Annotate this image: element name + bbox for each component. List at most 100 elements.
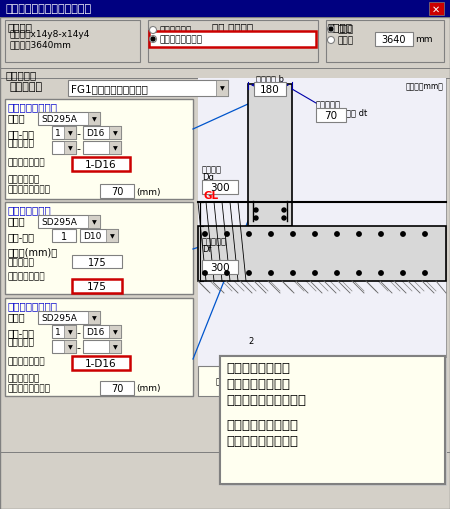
Circle shape [328,38,334,44]
Text: ピッチ(mm)：: ピッチ(mm)： [8,246,58,257]
Text: (mm): (mm) [136,384,161,393]
Circle shape [423,232,427,237]
Text: 1-D16: 1-D16 [85,160,117,169]
Bar [0,0,450,18]
Bar [83,127,121,140]
Bar [72,158,130,172]
Bar [202,181,238,194]
Bar [64,341,76,353]
Bar [429,3,444,16]
Bar [109,127,121,140]
Bar [216,81,228,97]
Text: ▼: ▼ [92,316,96,320]
Text: 175: 175 [88,257,106,267]
Bar [100,381,134,395]
Text: ▼: ▼ [112,344,117,349]
Bar [83,142,121,155]
Text: -: - [76,144,80,154]
Bar [254,83,286,97]
Text: SD295A: SD295A [41,115,77,124]
Bar [72,279,122,293]
Text: 種類：: 種類： [8,216,26,225]
Circle shape [423,271,427,276]
Text: D10: D10 [83,232,101,241]
Circle shape [225,232,229,237]
Circle shape [401,271,405,276]
Text: キャンセル: キャンセル [392,463,423,473]
Circle shape [149,37,157,43]
Text: 水: 水 [248,366,252,375]
Circle shape [401,232,405,237]
Text: （単位：mm）: （単位：mm） [406,82,444,91]
Text: ▼: ▼ [68,131,72,136]
Text: 70: 70 [324,111,338,121]
Bar [106,230,118,242]
Bar [374,457,442,479]
Bar [52,230,76,242]
Text: 主筋中心の距離：: 主筋中心の距離： [8,383,51,392]
Text: （自動算定値）: （自動算定値） [8,158,45,166]
Bar [72,256,122,268]
Bar [308,457,366,479]
Text: ▼: ▼ [112,146,117,151]
Text: 配筋 設定方法: 配筋 設定方法 [212,22,253,32]
Bar [83,341,121,353]
Text: 編集値を使う: 編集値を使う [160,26,192,36]
Circle shape [357,271,361,276]
Text: （立上がり部分） dt: （立上がり部分） dt [316,108,367,117]
Text: Df: Df [202,244,212,253]
Text: ▼: ▼ [112,329,117,334]
Circle shape [203,232,207,237]
Circle shape [269,232,273,237]
Text: GL: GL [203,191,218,201]
Bar [5,100,193,200]
Text: ▼: ▼ [92,117,96,122]
Text: ▼: ▼ [110,234,114,239]
Bar [198,79,446,396]
Text: 算定結果を編集し、: 算定結果を編集し、 [226,418,298,431]
Text: 300: 300 [210,183,230,192]
Circle shape [335,232,339,237]
Circle shape [254,209,258,213]
Bar [52,325,76,338]
Bar [72,279,122,293]
Circle shape [357,232,361,237]
Text: 基礎梁　上端主筋: 基礎梁 上端主筋 [8,102,58,112]
Circle shape [203,271,207,276]
Text: 補強筋のピッチを: 補強筋のピッチを [226,377,290,390]
Text: 下から: 下から [338,37,354,45]
Text: なし: なし [228,386,237,394]
Bar [72,158,130,172]
Text: D16: D16 [86,129,104,138]
Circle shape [313,232,317,237]
Text: 基礎梁　補強筋: 基礎梁 補強筋 [8,205,52,215]
Bar [109,341,121,353]
Circle shape [149,27,157,35]
Bar [109,325,121,338]
Text: 基礎梁上端と: 基礎梁上端と [8,175,40,184]
Circle shape [225,271,229,276]
Text: 断面形状：: 断面形状： [10,82,43,92]
Bar [72,356,130,370]
Text: 1: 1 [55,327,61,336]
Text: mm: mm [415,36,432,44]
Bar [220,356,445,484]
Text: 設定範囲: 設定範囲 [328,22,353,32]
Bar [5,298,193,396]
Text: 300: 300 [210,263,230,272]
Text: SD295A: SD295A [41,217,77,227]
Circle shape [379,232,383,237]
Bar [0,69,450,70]
Text: ▼: ▼ [68,329,72,334]
Bar [88,216,100,229]
Bar [375,33,413,47]
Text: 種類：: 種類： [8,113,26,123]
Text: 設定条件から自動算定: 設定条件から自動算定 [226,393,306,406]
Circle shape [247,271,251,276]
Text: 種類：: 種類： [8,312,26,321]
Bar [64,325,76,338]
Bar [248,85,292,227]
Text: -: - [76,327,80,337]
Text: -: - [76,129,80,139]
Bar [64,127,76,140]
